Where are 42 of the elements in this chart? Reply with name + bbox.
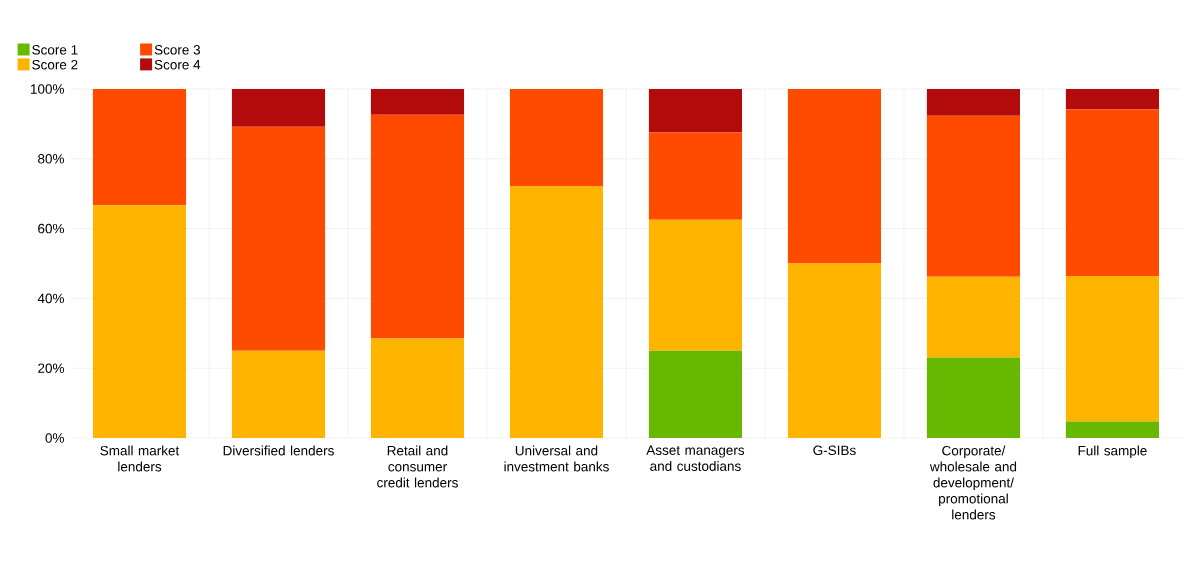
x-tick-label: G-SIBs xyxy=(813,445,856,456)
y-tick-label: 20% xyxy=(38,363,64,373)
bar xyxy=(92,89,187,206)
bar xyxy=(1065,421,1159,438)
legend-label: Score 1 xyxy=(32,45,78,55)
y-tick-label: 60% xyxy=(38,223,64,234)
bar xyxy=(648,132,743,220)
bar xyxy=(1065,109,1159,277)
legend-label: Score 2 xyxy=(32,59,78,70)
bar xyxy=(370,114,465,339)
y-tick-label: 40% xyxy=(37,293,64,304)
x-tick-label: Asset managers and custodians xyxy=(646,445,745,471)
x-tick-label: Diversified lenders xyxy=(223,445,334,456)
bar xyxy=(1065,276,1159,422)
bar xyxy=(231,89,326,127)
bar xyxy=(648,89,743,133)
x-tick-label: Retail and consumer credit lenders xyxy=(377,445,458,488)
bar xyxy=(509,186,604,438)
bar xyxy=(370,89,465,115)
bar xyxy=(231,126,326,351)
bar xyxy=(370,338,465,438)
y-tick-label: 0% xyxy=(45,433,64,443)
bar xyxy=(926,89,1021,116)
legend-label: Score 3 xyxy=(154,45,201,55)
bar xyxy=(926,276,1021,358)
bar xyxy=(926,357,1021,438)
x-tick-label: Corporate/ wholesale and development/ promotional lenders xyxy=(929,445,1017,520)
bar xyxy=(648,350,743,438)
bar xyxy=(92,205,187,438)
bar xyxy=(509,89,604,187)
bar xyxy=(787,89,882,264)
legend-label: Score 4 xyxy=(154,59,201,70)
x-tick-label: Universal and investment banks xyxy=(504,445,609,472)
bar xyxy=(231,350,326,438)
bar xyxy=(1065,89,1159,110)
y-tick-label: 80% xyxy=(38,154,64,164)
bar xyxy=(926,115,1021,277)
x-tick-label: Full sample xyxy=(1078,445,1147,459)
bar xyxy=(787,263,882,438)
x-tick-label: Small market lenders xyxy=(100,445,180,472)
bar xyxy=(648,219,743,351)
y-tick-label: 100% xyxy=(30,84,64,94)
